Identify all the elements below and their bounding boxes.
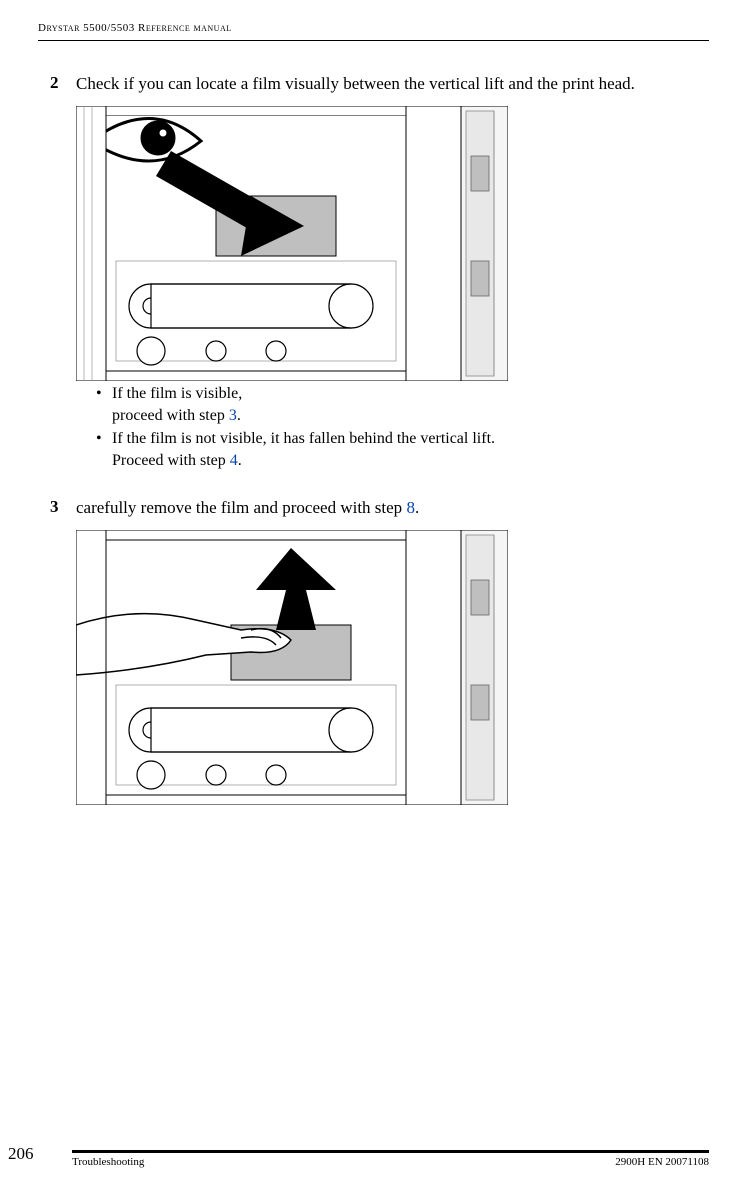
step-2: 2 Check if you can locate a film visuall… bbox=[50, 73, 709, 96]
bullet-line: If the film is not visible, it has falle… bbox=[112, 430, 495, 447]
bullet-dot: . bbox=[238, 452, 242, 469]
step-text: Check if you can locate a film visually … bbox=[76, 73, 635, 96]
bullet-list-step2: • If the film is visible, proceed with s… bbox=[96, 383, 709, 471]
page-header: Drystar 5500/5503 Reference manual bbox=[38, 22, 709, 41]
bullet-item: • If the film is visible, proceed with s… bbox=[96, 383, 709, 426]
footer-docref: 2900H EN 20071108 bbox=[615, 1156, 709, 1168]
step-number: 3 bbox=[50, 497, 76, 520]
bullet-item: • If the film is not visible, it has fal… bbox=[96, 428, 709, 471]
printer-diagram-remove-film bbox=[76, 530, 508, 805]
manual-page: Drystar 5500/5503 Reference manual 2 Che… bbox=[0, 0, 747, 1186]
footer-section: Troubleshooting bbox=[72, 1156, 144, 1168]
step-link-3[interactable]: 3 bbox=[229, 407, 237, 424]
footer-line: Troubleshooting 2900H EN 20071108 bbox=[72, 1150, 709, 1168]
step-link-4[interactable]: 4 bbox=[230, 452, 238, 469]
printer-diagram-locate-film bbox=[76, 106, 508, 381]
bullet-line: proceed with step bbox=[112, 407, 229, 424]
bullet-line: If the film is visible, bbox=[112, 385, 242, 402]
step-link-8[interactable]: 8 bbox=[406, 498, 415, 517]
bullet-dot-icon: • bbox=[96, 428, 112, 471]
bullet-text: If the film is not visible, it has falle… bbox=[112, 428, 495, 471]
step-text: carefully remove the film and proceed wi… bbox=[76, 497, 419, 520]
step-text-part: carefully remove the film and proceed wi… bbox=[76, 498, 406, 517]
page-number: 206 bbox=[8, 1144, 34, 1164]
page-content: 2 Check if you can locate a film visuall… bbox=[38, 73, 709, 805]
figure-2 bbox=[76, 530, 709, 805]
header-title: Drystar 5500/5503 Reference manual bbox=[38, 22, 232, 34]
bullet-dot-icon: • bbox=[96, 383, 112, 426]
bullet-dot: . bbox=[237, 407, 241, 424]
step-number: 2 bbox=[50, 73, 76, 96]
figure-1 bbox=[76, 106, 709, 381]
bullet-line: Proceed with step bbox=[112, 452, 230, 469]
page-footer: 206 Troubleshooting 2900H EN 20071108 bbox=[0, 1150, 747, 1168]
bullet-text: If the film is visible, proceed with ste… bbox=[112, 383, 242, 426]
step-3: 3 carefully remove the film and proceed … bbox=[50, 497, 709, 520]
step-dot: . bbox=[415, 498, 419, 517]
